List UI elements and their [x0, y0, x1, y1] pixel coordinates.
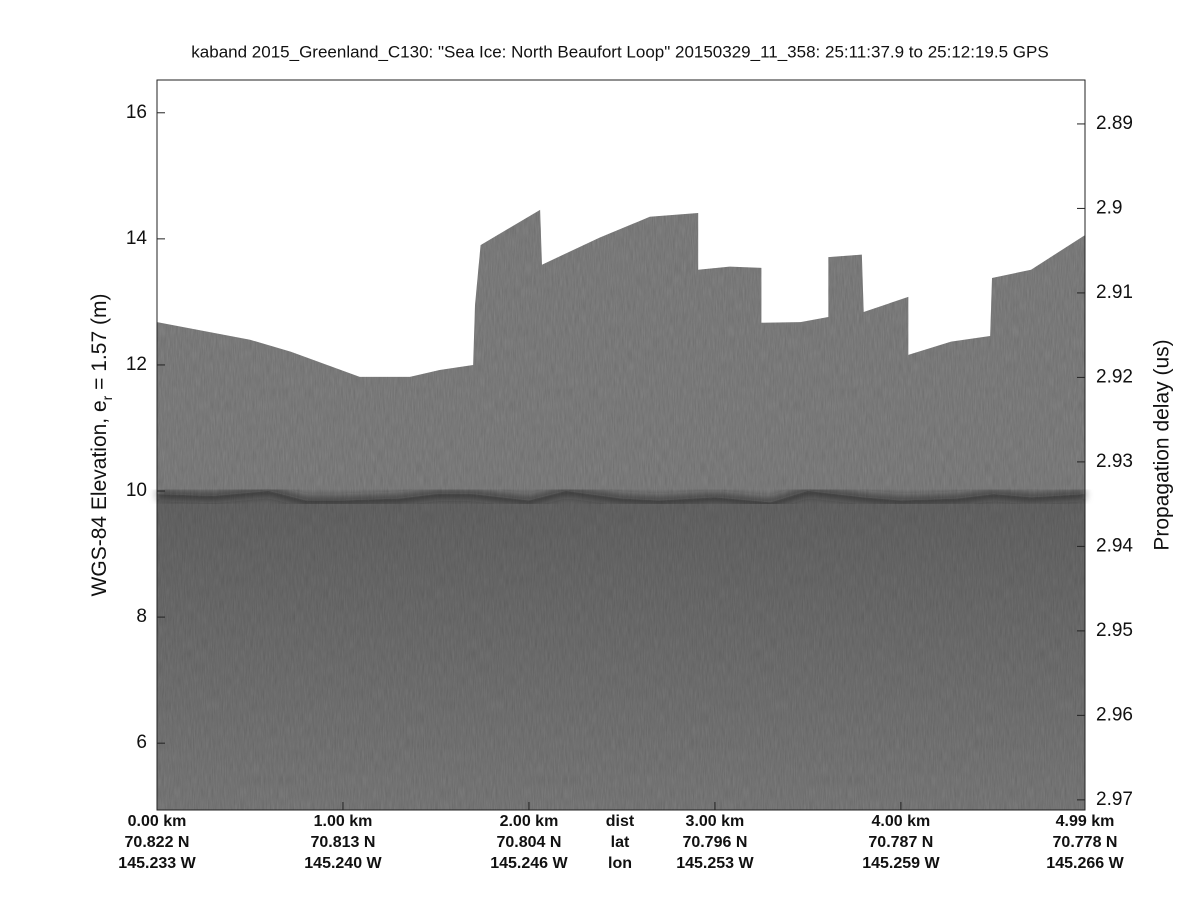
lat-label: 70.796 N	[682, 834, 747, 851]
row-label: lat	[611, 834, 630, 851]
y-tick-label: 6	[136, 732, 147, 753]
y-label-sub: r	[99, 395, 115, 400]
y2-tick-label: 2.91	[1096, 282, 1133, 303]
y2-tick-label: 2.97	[1096, 789, 1133, 810]
lon-label: 145.233 W	[118, 855, 196, 872]
y-tick-label: 10	[126, 480, 147, 501]
y2-tick-label: 2.93	[1096, 451, 1133, 472]
x-tick-label: 4.00 km	[872, 813, 931, 830]
y2-axis-label: Propagation delay (us)	[1151, 339, 1174, 550]
y-label-part: WGS-84 Elevation, e	[88, 400, 111, 596]
y2-tick-label: 2.95	[1096, 620, 1133, 641]
y2-tick-label: 2.96	[1096, 704, 1133, 725]
x-tick-label: 1.00 km	[314, 813, 373, 830]
sea-surface-echo	[156, 486, 1086, 507]
x-tick-label: 4.99 km	[1056, 813, 1115, 830]
y2-tick-label: 2.9	[1096, 197, 1122, 218]
x-tick-label: 3.00 km	[686, 813, 745, 830]
row-label: lon	[608, 855, 632, 872]
y-tick-label: 16	[126, 102, 147, 123]
x-tick-label: 0.00 km	[128, 813, 187, 830]
lon-label: 145.259 W	[862, 855, 940, 872]
subsurface-shade	[157, 491, 1085, 810]
lat-label: 70.778 N	[1053, 834, 1118, 851]
y2-tick-label: 2.92	[1096, 366, 1133, 387]
lon-label: 145.253 W	[676, 855, 754, 872]
y-tick-label: 8	[136, 606, 147, 627]
lat-label: 70.822 N	[125, 834, 190, 851]
y2-tick-label: 2.89	[1096, 113, 1133, 134]
lon-label: 145.240 W	[304, 855, 382, 872]
chart-title: kaband 2015_Greenland_C130: "Sea Ice: No…	[191, 42, 1048, 61]
y-label-part: = 1.57 (m)	[88, 294, 111, 396]
y-tick-label: 14	[126, 228, 148, 249]
lon-label: 145.266 W	[1046, 855, 1124, 872]
x-tick-label: 2.00 km	[500, 813, 559, 830]
lon-label: 145.246 W	[490, 855, 568, 872]
plot-frame	[156, 79, 1086, 811]
lat-label: 70.813 N	[311, 834, 376, 851]
lat-label: 70.787 N	[868, 834, 933, 851]
row-label: dist	[606, 813, 635, 830]
lat-label: 70.804 N	[496, 834, 561, 851]
y-tick-label: 12	[126, 354, 147, 375]
y-axis-label: WGS-84 Elevation, er = 1.57 (m)	[88, 294, 115, 597]
y2-tick-label: 2.94	[1096, 535, 1133, 556]
